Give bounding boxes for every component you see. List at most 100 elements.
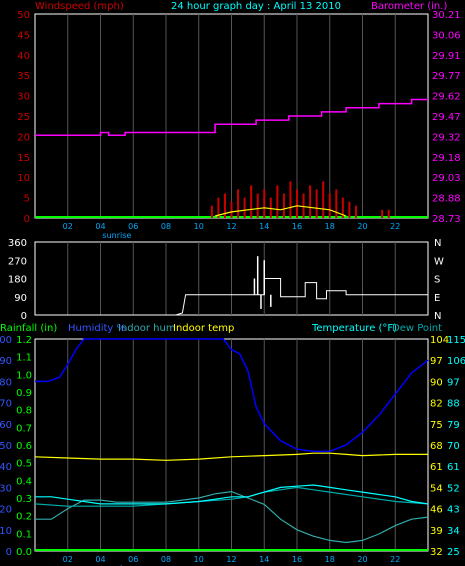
wind-panel-x-tick: 18 (325, 222, 335, 231)
temp-panel-x-tick: 20 (357, 555, 367, 564)
indoor-temp-y-tick: 115 (447, 335, 465, 346)
barometer-axis-label: Barometer (in.) (371, 1, 447, 12)
wind-panel-x-tick: 20 (357, 222, 367, 231)
wind-panel-x-tick: 02 (63, 222, 73, 231)
rain-y-tick: 0.8 (16, 406, 32, 417)
compass-y-tick: N (434, 238, 441, 249)
compass-y-tick: S (434, 275, 440, 286)
humidity-y-tick: 60 (0, 420, 12, 431)
indoor-temp-y-tick: 52 (447, 483, 460, 494)
wind-panel-x-tick: 10 (194, 222, 204, 231)
rain-y-tick: 0.2 (16, 512, 32, 523)
temp-panel-x-tick: 18 (325, 555, 335, 564)
temperature-axis-label: Temperature (°F) (311, 323, 397, 334)
indoor-temp-y-tick: 106 (447, 356, 465, 367)
rain-y-tick: 1.1 (16, 353, 32, 364)
barometer-y-tick: 29.32 (432, 132, 461, 143)
compass-y-tick: N (434, 311, 441, 322)
direction-y-tick: 270 (8, 256, 27, 267)
temperature-y-tick: 61 (430, 462, 443, 473)
humidity-line (35, 338, 429, 453)
wind-panel-x-tick: 16 (292, 222, 302, 231)
barometer-y-tick: 29.91 (432, 51, 461, 62)
humidity-y-tick: 20 (0, 505, 12, 516)
temp-panel-x-tick: 12 (226, 555, 236, 564)
temp-panel-x-tick: 22 (390, 555, 400, 564)
wind-panel-x-tick: 08 (161, 222, 171, 231)
windspeed-axis-label: Windspeed (mph) (35, 1, 124, 12)
humidity-y-tick: 10 (0, 526, 12, 537)
indoor-temperature-line (34, 452, 428, 461)
barometer-y-tick: 29.77 (432, 71, 461, 82)
temperature-y-tick: 54 (430, 483, 443, 494)
rain-y-tick: 0.9 (16, 388, 32, 399)
indoor-hum-label: Indoor hum (118, 323, 176, 334)
wind-panel-sunrise-label: sunrise (102, 231, 131, 240)
indoor-temp-y-tick: 70 (447, 441, 460, 452)
barometer-y-tick: 29.62 (432, 92, 461, 103)
temperature-y-tick: 82 (430, 399, 443, 410)
wind-panel-x-tick: 04 (95, 222, 105, 231)
barometer-y-tick: 30.21 (432, 10, 461, 21)
compass-y-tick: E (434, 293, 440, 304)
indoor-temp-y-tick: 25 (447, 547, 460, 558)
windspeed-y-tick: 5 (24, 194, 30, 205)
barometer-y-tick: 29.47 (432, 112, 461, 123)
temperature-y-tick: 32 (430, 547, 443, 558)
wind-direction-line (35, 278, 428, 316)
indoor-temp-y-tick: 43 (447, 505, 460, 516)
temp-panel-x-tick: 16 (292, 555, 302, 564)
wind-panel-x-tick: 06 (128, 222, 138, 231)
humidity-y-tick: 50 (0, 441, 12, 452)
windspeed-y-tick: 40 (17, 51, 30, 62)
dewpoint-label: Dew Point (392, 323, 442, 334)
temp-panel-x-tick: 14 (259, 555, 269, 564)
barometer-y-tick: 28.73 (432, 214, 461, 225)
rain-y-tick: 0.3 (16, 494, 32, 505)
direction-y-tick: 360 (8, 238, 27, 249)
humidity-y-tick: 80 (0, 377, 12, 388)
direction-y-tick: 0 (21, 311, 27, 322)
indoor-temp-label: Indoor temp (173, 323, 234, 334)
humidity-y-tick: 90 (0, 356, 12, 367)
barometer-y-tick: 29.18 (432, 153, 461, 164)
humidity-y-tick: 0 (6, 547, 12, 558)
direction-y-tick: 180 (8, 275, 27, 286)
compass-y-tick: W (434, 256, 444, 267)
humidity-axis-label: Humidity % (68, 323, 126, 334)
indoor-humidity-line (35, 490, 429, 544)
temperature-y-tick: 39 (430, 526, 443, 537)
temp-panel-x-tick: 10 (194, 555, 204, 564)
wind-barometer-panel: 5045403530252015105030.2130.0629.9129.77… (17, 10, 460, 240)
temp-humidity-panel: 1.2 1.1 1.0 0.9 0.8 0.7 0.6 0.5 0.4 0.3 0.2 0.1 0.0 1… (0, 335, 465, 566)
indoor-temp-y-tick: 97 (447, 377, 460, 388)
temperature-y-tick: 46 (430, 505, 443, 516)
humidity-y-tick: 100 (0, 335, 12, 346)
temperature-y-tick: 104 (430, 335, 449, 346)
rain-y-tick: 1.0 (16, 370, 32, 381)
temp-panel-sunrise-label: sunrise (102, 564, 131, 566)
windspeed-y-tick: 45 (17, 30, 30, 41)
indoor-temp-y-tick: 79 (447, 420, 460, 431)
windspeed-y-tick: 0 (24, 214, 30, 225)
windspeed-y-tick: 35 (17, 71, 30, 82)
windspeed-y-tick: 15 (17, 153, 30, 164)
rain-y-tick: 0.7 (16, 423, 32, 434)
indoor-temp-y-tick: 61 (447, 462, 460, 473)
temperature-y-tick: 75 (430, 420, 443, 431)
indoor-temp-y-tick: 34 (447, 526, 460, 537)
direction-y-tick: 90 (14, 293, 27, 304)
wind-panel-x-tick: 14 (259, 222, 269, 231)
rain-y-tick: 0.0 (16, 547, 32, 558)
barometer-y-tick: 30.06 (432, 30, 461, 41)
wind-panel-x-tick: 12 (226, 222, 236, 231)
humidity-y-tick: 30 (0, 483, 12, 494)
windspeed-y-tick: 25 (17, 112, 30, 123)
rain-y-tick: 0.1 (16, 529, 32, 540)
rain-y-tick: 0.5 (16, 459, 32, 470)
barometer-y-tick: 28.88 (432, 194, 461, 205)
windspeed-y-tick: 30 (17, 92, 30, 103)
temp-panel-x-tick: 08 (161, 555, 171, 564)
barometer-y-tick: 29.03 (432, 173, 461, 184)
